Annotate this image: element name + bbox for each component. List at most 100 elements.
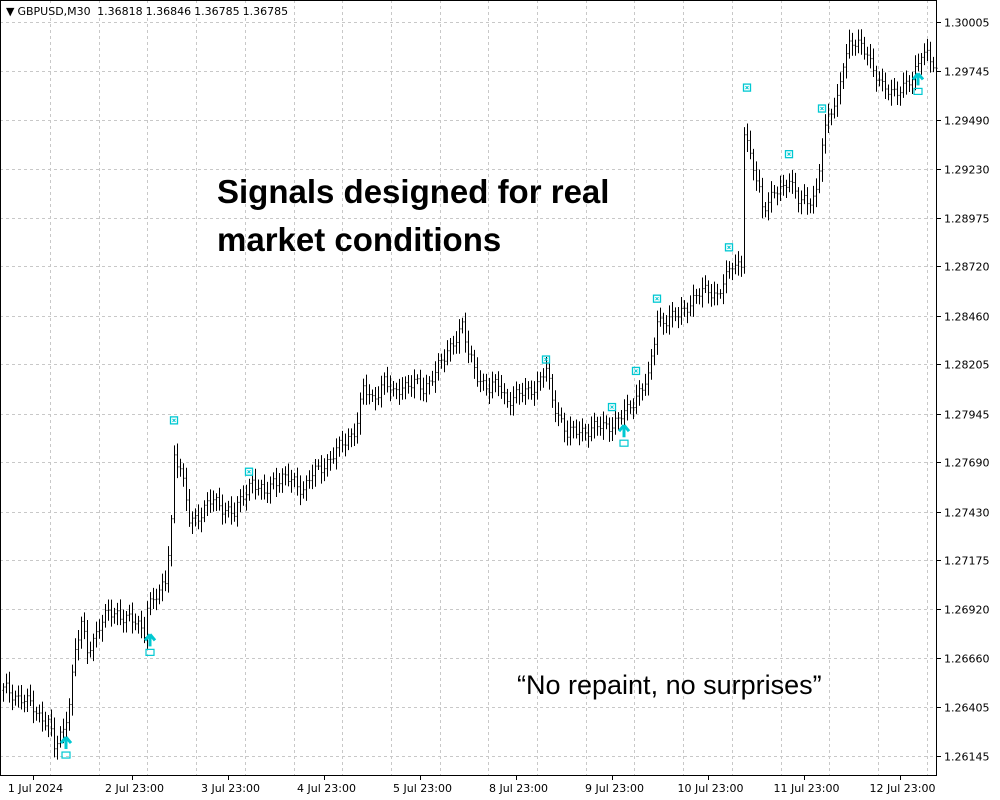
ohlc-bar	[887, 84, 890, 101]
ohlc-bar	[8, 671, 11, 703]
buy-marker-box	[913, 87, 923, 96]
ohlc-bar	[185, 467, 188, 511]
ohlc-bar	[455, 331, 458, 354]
ohlc-bar	[785, 179, 788, 198]
ohlc-bar	[314, 459, 317, 487]
ohlc-bar	[29, 684, 32, 706]
ohlc-bar	[128, 604, 131, 622]
quote-annotation: “No repaint, no surprises”	[517, 670, 822, 700]
ohlc-bar	[494, 374, 497, 393]
ohlc-bar	[248, 478, 251, 501]
y-tick-label: 1.27690	[944, 457, 990, 470]
ohlc-bar	[320, 455, 323, 484]
ohlc-bar	[737, 251, 740, 276]
ohlc-bar	[881, 68, 884, 92]
ohlc-bar	[716, 283, 719, 306]
marker-cross	[172, 418, 176, 423]
ohlc-bar	[791, 170, 794, 194]
ohlc-bar	[623, 399, 626, 429]
ohlc-bar	[2, 683, 5, 702]
ohlc-bar	[443, 349, 446, 373]
signals	[59, 72, 925, 759]
ohlc-bar	[41, 701, 44, 732]
ohlc-bar	[587, 423, 590, 448]
ohlc-bar	[677, 307, 680, 329]
ohlc-bar	[509, 391, 512, 416]
ohlc-bar	[341, 430, 344, 453]
ohlc-bar	[641, 383, 644, 401]
ohlc-bar	[344, 433, 347, 457]
ohlc-bar	[410, 375, 413, 397]
ohlc-bar	[707, 280, 710, 304]
ohlc-bar	[191, 511, 194, 534]
ohlc-bar	[305, 475, 308, 501]
ohlc-bar	[389, 375, 392, 402]
exit-marker-icon	[742, 83, 752, 92]
ohlc-bar	[212, 490, 215, 512]
ohlc-bar	[131, 602, 134, 634]
exit-marker-icon	[652, 294, 662, 303]
ohlc-bar	[608, 417, 611, 442]
exit-marker-icon	[631, 366, 641, 376]
ohlc-bar	[56, 735, 59, 760]
ohlc-bar	[452, 335, 455, 355]
ohlc-bar	[464, 312, 467, 353]
ohlc-open: 1.36818	[97, 5, 143, 18]
ohlc-bar	[740, 255, 743, 277]
ohlc-bar	[926, 39, 929, 62]
x-tick-label: 1 Jul 2024	[8, 782, 63, 795]
ohlc-bar	[803, 184, 806, 205]
ohlc-bar	[458, 319, 461, 354]
ohlc-bar	[833, 97, 836, 119]
ohlc-bar	[80, 616, 83, 649]
ohlc-bar	[53, 717, 56, 758]
ohlc-bar	[848, 29, 851, 59]
marker-box	[607, 402, 617, 412]
ohlc-bar	[566, 420, 569, 446]
ohlc-bar	[512, 386, 515, 416]
ohlc-bar	[179, 458, 182, 477]
ohlc-bar	[329, 451, 332, 471]
ohlc-bar	[773, 185, 776, 199]
ohlc-bar	[11, 684, 14, 711]
ohlc-bar	[293, 472, 296, 488]
ohlc-bar	[20, 684, 23, 710]
x-tick-label: 10 Jul 23:00	[678, 782, 744, 795]
ohlc-bar	[188, 489, 191, 527]
ohlc-bar	[269, 476, 272, 504]
ohlc-bar	[386, 366, 389, 393]
y-tick-label: 1.26145	[944, 751, 990, 764]
exit-marker-icon	[244, 467, 254, 476]
collapse-triangle-icon[interactable]: ▼	[6, 5, 15, 18]
ohlc-bar	[272, 472, 275, 490]
ohlc-bar	[533, 381, 536, 406]
ohlc-bar	[647, 361, 650, 396]
marker-cross	[634, 369, 638, 373]
ohlc-bar	[35, 706, 38, 721]
ohlc-bar	[896, 81, 899, 105]
price-axis[interactable]: 1.30005 1.29745 1.29490 1.29230 1.28975 1.287…	[936, 17, 990, 764]
ohlc-bar	[674, 307, 677, 322]
ohlc-bar	[263, 474, 266, 500]
ohlc-bar	[662, 312, 665, 335]
ohlc-bar	[287, 463, 290, 487]
ohlc-bar	[605, 415, 608, 430]
ohlc-bar	[788, 173, 791, 193]
marker-cross	[787, 152, 791, 157]
time-axis[interactable]: 1 Jul 2024 2 Jul 23:00 3 Jul 23:00 4 Jul 23…	[8, 776, 936, 795]
ohlc-bar	[923, 43, 926, 66]
ohlc-bar	[749, 130, 752, 160]
ohlc-bar	[506, 388, 509, 408]
ohlc-bar	[614, 407, 617, 435]
ohlc-bar	[176, 443, 179, 479]
ohlc-bar	[98, 619, 101, 639]
ohlc-bar	[137, 615, 140, 634]
ohlc-bar	[857, 29, 860, 54]
y-tick-label: 1.28720	[944, 261, 990, 274]
x-tick-label: 12 Jul 23:00	[870, 782, 936, 795]
ohlc-bar	[290, 469, 293, 493]
arrow-up	[59, 736, 73, 750]
ohlc-bar	[560, 407, 563, 423]
buy-arrow-icon	[911, 72, 925, 96]
